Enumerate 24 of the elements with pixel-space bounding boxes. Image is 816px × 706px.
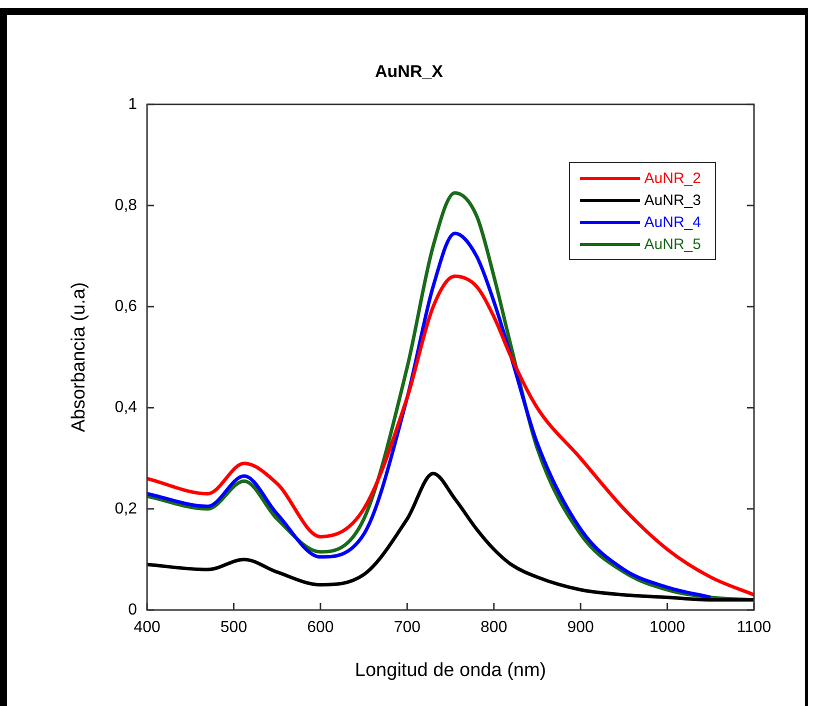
x-tick-label: 500: [220, 619, 248, 636]
x-tick-label: 1100: [736, 619, 772, 636]
chart-title: AuNR_X: [374, 62, 444, 81]
x-tick-label: 600: [307, 619, 334, 636]
legend-label: AuNR_2: [644, 170, 701, 186]
y-tick-label: 0,4: [114, 399, 138, 416]
x-tick-label: 1000: [649, 619, 686, 636]
line-series: [147, 232, 712, 600]
y-tick-label: 1: [128, 96, 138, 113]
y-tick-label: 0: [128, 601, 138, 618]
x-tick-label: 900: [567, 619, 594, 636]
x-tick-label: 400: [134, 619, 160, 636]
legend-label: AuNR_4: [644, 214, 701, 230]
x-axis-title: Longitud de onda (nm): [354, 660, 546, 681]
y-tick-label: 0,2: [114, 500, 138, 518]
y-axis-title: Absorbancia (u.a): [68, 282, 90, 432]
legend-label: AuNR_5: [644, 236, 701, 252]
y-tick-label: 0,8: [114, 196, 138, 214]
legend-label: AuNR_3: [644, 192, 701, 208]
line-series: [147, 274, 754, 597]
y-tick-label: 0,6: [114, 298, 138, 316]
line-series: [147, 472, 754, 602]
x-tick-label: 800: [480, 619, 508, 636]
x-tick-label: 700: [394, 619, 421, 636]
